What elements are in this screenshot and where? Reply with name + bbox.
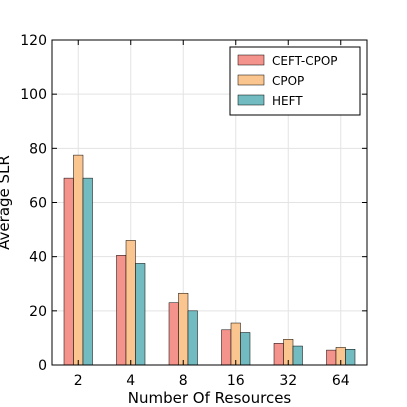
- x-axis-label: Number Of Resources: [128, 389, 292, 407]
- bar-heft-32: [292, 345, 303, 366]
- bar-ceft-cpop-4: [116, 255, 127, 366]
- legend-label: CPOP: [272, 74, 304, 88]
- y-tick-label: 0: [38, 358, 47, 374]
- legend-label: HEFT: [272, 94, 303, 108]
- bar-heft-2: [82, 177, 93, 366]
- legend: CEFT-CPOP CPOP HEFT: [229, 46, 361, 116]
- y-axis-label: Average SLR: [0, 155, 13, 250]
- y-tick-label: 40: [29, 250, 47, 266]
- bar-ceft-cpop-32: [273, 343, 284, 366]
- bar-heft-8: [187, 310, 198, 366]
- bar-heft-64: [345, 349, 356, 366]
- bar-heft-4: [135, 263, 146, 366]
- x-tick-label: 64: [332, 373, 350, 389]
- legend-swatch: [237, 74, 265, 86]
- legend-swatch: [237, 94, 265, 106]
- x-tick-label: 32: [279, 373, 297, 389]
- y-tick-label: 80: [29, 141, 47, 157]
- x-tick-label: 4: [126, 373, 135, 389]
- legend-swatch: [237, 54, 265, 66]
- bar-cpop-16: [230, 322, 241, 366]
- x-tick-label: 8: [179, 373, 188, 389]
- x-tick-label: 2: [74, 373, 83, 389]
- bar-cpop-8: [178, 292, 189, 366]
- legend-label: CEFT-CPOP: [272, 54, 338, 68]
- axis-ticks: 0 20 40 60 80 100 120 2 4 8 16 32 64: [20, 33, 367, 389]
- bar-ceft-cpop-16: [221, 329, 232, 366]
- bar-ceft-cpop-64: [326, 349, 337, 366]
- y-tick-label: 60: [29, 196, 47, 212]
- bar-ceft-cpop-2: [63, 177, 74, 366]
- bars: [63, 154, 356, 366]
- bar-cpop-2: [73, 154, 84, 366]
- bar-cpop-4: [125, 240, 136, 366]
- y-tick-label: 120: [20, 33, 47, 49]
- bar-ceft-cpop-8: [168, 302, 179, 366]
- y-tick-label: 20: [29, 304, 47, 320]
- x-tick-label: 16: [227, 373, 245, 389]
- y-tick-label: 100: [20, 87, 47, 103]
- bar-heft-16: [240, 332, 251, 366]
